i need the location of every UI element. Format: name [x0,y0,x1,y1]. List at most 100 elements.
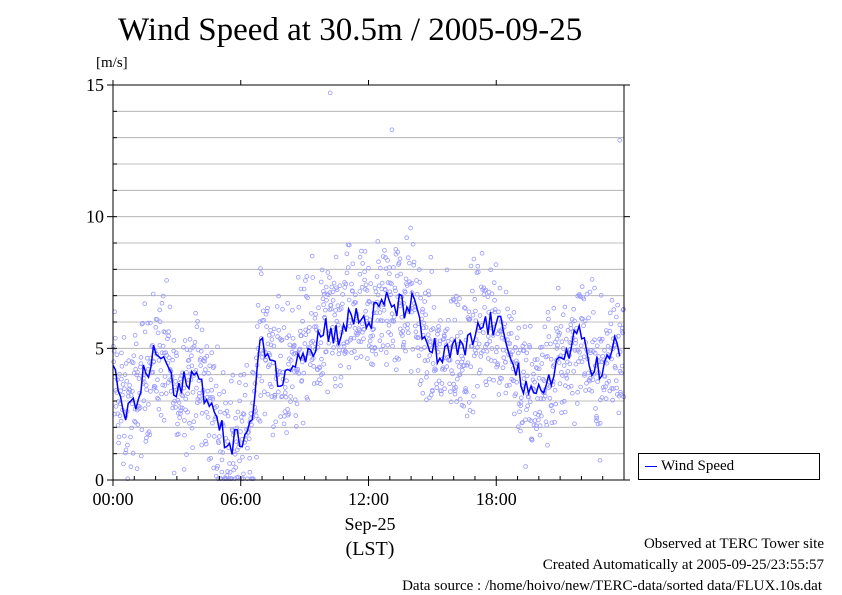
scatter-point [412,323,418,329]
scatter-point [155,395,160,401]
scatter-point [160,293,166,299]
scatter-point [384,362,389,367]
scatter-point [404,235,410,241]
scatter-point [433,367,439,373]
scatter-point [132,418,137,424]
scatter-point [400,344,406,350]
scatter-point [488,358,494,363]
scatter-point [379,332,385,338]
scatter-point [284,378,289,384]
scatter-point [428,254,434,260]
scatter-point [328,306,334,312]
scatter-point [254,324,260,329]
scatter-point [357,254,363,260]
scatter-point [583,388,588,393]
scatter-point [405,325,410,331]
scatter-point [156,357,162,363]
scatter-point [343,349,349,355]
scatter-point [587,289,593,295]
scatter-point [551,305,557,311]
scatter-point [139,427,145,433]
scatter-point [439,388,444,394]
scatter-point [381,307,387,313]
scatter-point [456,364,462,369]
axes [107,80,630,486]
scatter-point [518,395,524,401]
scatter-point [287,342,293,348]
scatter-point [507,313,512,319]
scatter-point [362,249,368,254]
scatter-point [309,253,315,259]
scatter-point [365,356,370,361]
scatter-point [430,326,436,331]
scatter-point [429,269,435,274]
scatter-point [372,285,378,291]
scatter-point [146,429,152,435]
scatter-point [382,248,387,253]
scatter-point [388,292,393,298]
scatter-point [617,138,623,143]
scatter-point [487,376,492,382]
scatter-point [421,320,427,326]
scatter-point [585,370,591,376]
scatter-point [422,358,428,363]
scatter-point [191,344,197,349]
scatter-point [578,384,583,390]
scatter-point [215,463,220,469]
scatter-point [371,326,377,332]
scatter-point [609,297,615,303]
scatter-point [261,317,267,323]
scatter-point [300,318,305,324]
scatter-point [524,350,530,356]
scatter-point [275,389,281,395]
scatter-point [391,265,396,270]
scatter-point [620,330,625,336]
scatter-point [592,350,598,356]
scatter-point [558,324,564,329]
scatter-point [403,348,408,354]
scatter-point [179,405,185,411]
scatter-point [592,337,597,343]
scatter-point [317,365,323,371]
scatter-point [438,391,444,397]
scatter-point [176,431,181,437]
scatter-point [318,372,324,378]
scatter-point [203,438,208,444]
scatter-point [358,354,364,359]
scatter-point [154,317,160,322]
scatter-point [138,361,144,366]
scatter-point [238,429,243,434]
scatter-point [405,255,411,261]
scatter-point [184,452,189,457]
scatter-point [493,262,499,267]
scatter-point [458,330,463,335]
scatter-point [208,455,214,461]
scatter-point [297,346,303,352]
scatter-point [376,283,382,289]
scatter-point [142,301,148,307]
scatter-point [485,334,491,339]
scatter-point [452,317,458,323]
scatter-point [241,471,246,477]
scatter-point [316,305,321,311]
scatter-point [363,282,369,288]
scatter-point [251,370,256,376]
scatter-point [419,309,425,315]
scatter-point [217,434,222,439]
scatter-point [213,383,219,389]
scatter-point [614,385,619,391]
scatter-point [402,289,408,295]
scatter-point [529,361,535,367]
scatter-point [527,323,533,329]
scatter-point [571,369,576,374]
scatter-point [521,348,527,353]
scatter-point [313,311,319,317]
scatter-point [610,397,615,403]
scatter-point [290,307,295,313]
scatter-point [350,261,356,267]
scatter-point [595,421,601,427]
scatter-point [145,320,151,326]
scatter-point [356,339,362,344]
scatter-point [523,464,528,469]
scatter-point [288,399,293,404]
